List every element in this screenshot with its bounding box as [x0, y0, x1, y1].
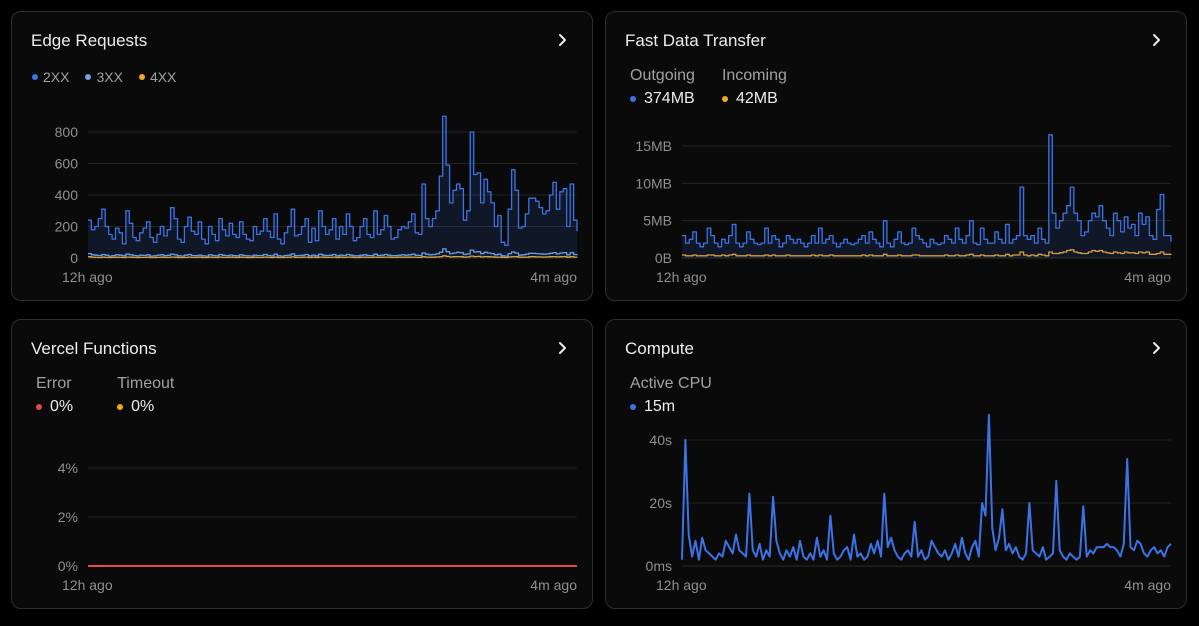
y-tick-label: 600: [55, 156, 79, 172]
y-tick-label: 2%: [58, 509, 78, 525]
stats: Error 0% Timeout 0%: [36, 375, 174, 416]
x-axis-end-label: 4m ago: [530, 269, 577, 285]
legend-item-2xx: 2XX: [32, 69, 69, 85]
stat-value: 42MB: [735, 90, 778, 107]
dot-error: [36, 404, 42, 410]
x-axis-start-label: 12h ago: [62, 269, 113, 285]
series-area-1: [682, 134, 1171, 258]
dot-outgoing: [630, 96, 636, 102]
x-axis-start-label: 12h ago: [62, 577, 113, 593]
stat-label: Incoming: [721, 67, 787, 84]
series-line-2: [88, 248, 578, 257]
x-axis-start-label: 12h ago: [656, 577, 707, 593]
edge-requests-card[interactable]: Edge Requests 2XX 3XX 4XX 12h ago 4m ago…: [11, 11, 593, 301]
stat-timeout: Timeout 0%: [117, 375, 174, 416]
fast-data-transfer-chart[interactable]: 12h ago 4m ago 0B 5MB 10MB 15MB: [606, 12, 1188, 302]
y-tick-label: 400: [55, 187, 79, 203]
y-tick-label: 0B: [655, 250, 672, 266]
y-tick-label: 0%: [58, 558, 78, 574]
y-tick-label: 10MB: [635, 175, 672, 191]
series-area-1: [88, 116, 577, 258]
y-tick-label: 15MB: [635, 138, 672, 154]
y-tick-label: 200: [55, 219, 79, 235]
legend-item-3xx: 3XX: [85, 69, 123, 85]
series-line-1: [682, 134, 1172, 248]
y-tick-label: 20s: [649, 495, 672, 511]
stats: Active CPU 15m: [630, 375, 712, 416]
stat-value: 0%: [131, 398, 155, 415]
stat-active-cpu: Active CPU 15m: [630, 375, 712, 416]
series-line-1: [88, 115, 578, 247]
stat-error: Error 0%: [36, 375, 73, 416]
legend-dot-2xx: [32, 74, 38, 80]
legend-label: 2XX: [43, 69, 70, 85]
y-tick-label: 0: [70, 250, 78, 266]
y-tick-label: 800: [55, 124, 79, 140]
vercel-functions-card[interactable]: Vercel Functions Error 0% Timeout 0% 12h…: [11, 319, 593, 609]
legend-label: 3XX: [96, 69, 123, 85]
stat-outgoing: Outgoing 374MB: [630, 67, 695, 108]
legend-item-4xx: 4XX: [138, 69, 177, 85]
chevron-right-icon[interactable]: [1148, 340, 1164, 356]
dot-active-cpu: [630, 404, 636, 410]
dot-timeout: [117, 404, 124, 410]
stat-incoming: Incoming 42MB: [721, 67, 787, 108]
vercel-functions-chart[interactable]: 12h ago 4m ago 0% 2% 4%: [12, 320, 594, 610]
x-axis-end-label: 4m ago: [530, 577, 577, 593]
card-title: Edge Requests: [31, 31, 148, 50]
stat-value: 15m: [644, 398, 676, 415]
legend-dot-4xx: [138, 74, 145, 80]
legend-dot-3xx: [85, 74, 92, 80]
dot-incoming: [721, 96, 728, 102]
series-line-3: [88, 255, 578, 259]
fast-data-transfer-card[interactable]: Fast Data Transfer Outgoing 374MB Incomi…: [605, 11, 1187, 301]
series-line-1: [681, 413, 1172, 561]
stat-label: Outgoing: [630, 67, 695, 84]
chevron-right-icon[interactable]: [1148, 32, 1164, 48]
edge-requests-chart[interactable]: 12h ago 4m ago 0 200 400 600 800: [12, 12, 594, 302]
compute-chart[interactable]: 12h ago 4m ago 0ms 20s 40s: [606, 320, 1188, 610]
y-tick-label: 40s: [649, 432, 672, 448]
compute-card[interactable]: Compute Active CPU 15m 12h ago 4m ago 0m…: [605, 319, 1187, 609]
x-axis-end-label: 4m ago: [1124, 577, 1171, 593]
x-axis-end-label: 4m ago: [1124, 269, 1171, 285]
stat-label: Timeout: [117, 375, 175, 392]
stat-value: 0%: [50, 398, 74, 415]
stats: Outgoing 374MB Incoming 42MB: [630, 67, 787, 108]
legend-label: 4XX: [149, 69, 177, 85]
series-line-2: [682, 249, 1172, 257]
y-tick-label: 0ms: [646, 558, 672, 574]
y-tick-label: 4%: [58, 460, 78, 476]
card-title: Vercel Functions: [31, 339, 157, 358]
chevron-right-icon[interactable]: [554, 32, 570, 48]
stat-label: Active CPU: [630, 375, 712, 392]
card-title: Compute: [625, 339, 694, 358]
y-tick-label: 5MB: [643, 213, 672, 229]
chevron-right-icon[interactable]: [554, 340, 570, 356]
stat-value: 374MB: [644, 90, 695, 107]
legend: 2XX 3XX 4XX: [32, 69, 176, 85]
card-title: Fast Data Transfer: [625, 31, 766, 50]
stat-label: Error: [36, 375, 72, 392]
x-axis-start-label: 12h ago: [656, 269, 707, 285]
